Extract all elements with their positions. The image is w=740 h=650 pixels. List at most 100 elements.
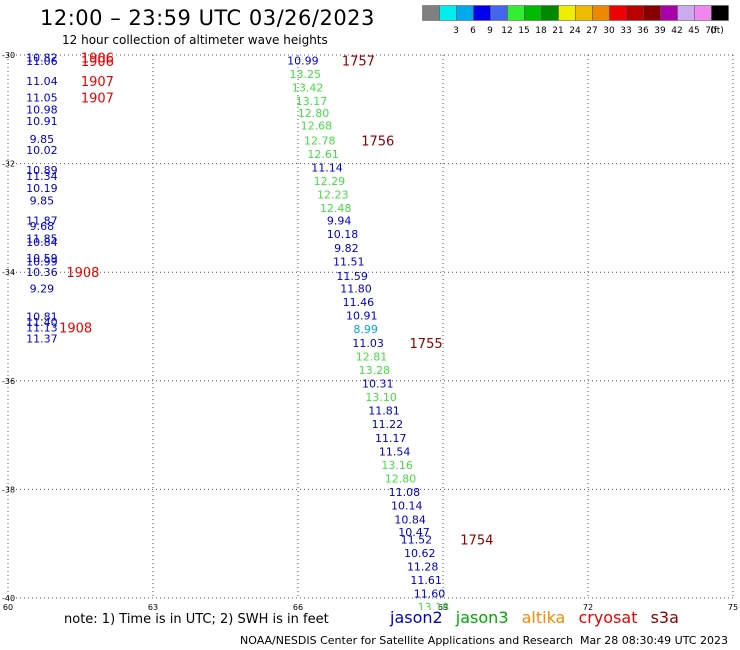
scale-tick-label: 9 [487, 26, 493, 35]
wave-height-point: 11.51 [333, 255, 365, 268]
altimeter-plot: 60 63 66 69 72 75 -30 -32 -34 -36 -38 -40 10.8211.06… [2, 51, 738, 610]
wave-height-point: 10.14 [391, 500, 423, 513]
wave-height-point: 10.98 [26, 103, 58, 116]
wave-height-point: 11.85 [26, 233, 58, 246]
pass-time-label: 1757 [342, 54, 375, 69]
wave-height-point: 12.61 [307, 148, 339, 161]
wave-height-point: 10.19 [26, 182, 58, 195]
y-tick-label: -40 [2, 594, 15, 603]
x-tick-label: 72 [583, 603, 593, 610]
y-tick-label: -30 [2, 51, 15, 60]
wave-height-point: 12.23 [317, 189, 349, 202]
pass-time-label: 1906 [81, 52, 114, 67]
pass-time-label: 1906 [81, 55, 114, 70]
wave-height-point: 11.59 [336, 270, 368, 283]
wave-height-point: 11.87 [26, 215, 58, 228]
pass-time-label: 1756 [361, 134, 394, 149]
wave-height-point: 10.31 [362, 378, 394, 391]
chart-subtitle: 12 hour collection of altimeter wave hei… [62, 33, 328, 47]
wave-height-point: 12.29 [314, 175, 346, 188]
wave-height-point: 9.94 [327, 215, 352, 228]
wave-height-point: 11.40 [26, 316, 58, 329]
chart-title: 12:00 – 23:59 UTC 03/26/2023 [40, 6, 375, 30]
pass-time-label: 1755 [410, 337, 443, 352]
scale-tick-label: 36 [637, 26, 649, 35]
scale-tick-label: 6 [470, 26, 476, 35]
wave-height-point: 11.13 [26, 322, 58, 335]
scale-tick-label: 15 [518, 26, 529, 35]
x-tick-label: 63 [148, 603, 158, 610]
wave-height-point: 10.18 [327, 228, 359, 241]
wave-height-point: 10.59 [26, 252, 58, 265]
wave-height-point: 10.81 [26, 311, 58, 324]
wave-height-point: 10.91 [346, 310, 378, 323]
wave-height-point: 11.06 [26, 55, 58, 68]
wave-height-point: 8.99 [353, 323, 378, 336]
footer-note: note: 1) Time is in UTC; 2) SWH is in fe… [64, 612, 329, 627]
scale-swatch [711, 5, 729, 21]
scale-tick-label: 39 [654, 26, 666, 35]
wave-height-point: 10.62 [404, 547, 436, 560]
wave-height-point: 13.18 [418, 601, 450, 610]
wave-height-point: 10.84 [26, 236, 58, 249]
x-tick-label: 75 [728, 603, 738, 610]
wave-height-point: 10.02 [26, 144, 58, 157]
wave-height-point: 11.22 [372, 418, 404, 431]
scale-tick-label: 27 [586, 26, 597, 35]
wave-height-point: 9.29 [30, 282, 55, 295]
wave-height-point: 11.08 [389, 486, 421, 499]
wave-height-point: 11.03 [352, 337, 384, 350]
scale-tick-label: 45 [688, 26, 699, 35]
wave-height-point: 11.60 [414, 588, 446, 601]
scale-tick-label: 3 [453, 26, 459, 35]
pass-time-label: 1754 [460, 533, 493, 548]
wave-height-point: 9.68 [30, 220, 55, 233]
wave-height-point: 12.80 [298, 107, 330, 120]
scale-tick-label: 24 [569, 26, 581, 35]
satellite-legend: jason2 jason3 altika cryosat s3a [390, 608, 687, 627]
scale-tick-label: 12 [501, 26, 512, 35]
scale-tick-label: 21 [552, 26, 563, 35]
wave-height-point: 11.04 [26, 75, 58, 88]
x-tick-label: 66 [293, 603, 303, 610]
pass-time-label: 1908 [59, 322, 92, 337]
legend-jason2: jason2 [390, 608, 443, 627]
scale-tick-label: 70 [705, 26, 717, 35]
wave-height-point: 10.99 [287, 54, 319, 67]
wave-height-point: 13.28 [359, 364, 391, 377]
wave-height-point: 11.14 [311, 161, 343, 174]
color-scale-bar: 3 6 9 12 15 18 21 24 27 30 33 36 39 42 45 70(ft) [422, 5, 729, 35]
pass-time-label: 1907 [81, 91, 114, 106]
x-tick-label: 60 [3, 603, 13, 610]
wave-height-point: 13.42 [292, 82, 324, 95]
wave-height-point: 11.28 [407, 561, 439, 574]
wave-height-point: 12.48 [320, 202, 352, 215]
legend-altika: altika [521, 608, 566, 627]
y-tick-label: -34 [2, 268, 15, 277]
wave-height-point: 11.61 [410, 574, 442, 587]
wave-height-point: 11.54 [379, 445, 411, 458]
wave-height-point: 10.91 [26, 115, 58, 128]
generation-timestamp: Mar 28 08:30:49 UTC 2023 [580, 634, 728, 647]
wave-height-point: 11.34 [26, 170, 58, 183]
y-tick-label: -36 [2, 377, 15, 386]
wave-height-point: 11.05 [26, 91, 58, 104]
y-tick-label: -38 [2, 485, 15, 494]
wave-height-point: 10.36 [26, 266, 58, 279]
wave-height-point: 11.37 [26, 332, 58, 345]
wave-height-point: 10.99 [26, 255, 58, 268]
y-tick-label: -32 [2, 160, 15, 169]
wave-height-point: 11.81 [368, 405, 400, 418]
legend-s3a: s3a [650, 608, 679, 627]
wave-height-point: 10.82 [26, 52, 58, 65]
wave-height-point: 13.10 [365, 391, 397, 404]
wave-height-point: 13.17 [296, 95, 328, 108]
wave-height-point: 10.84 [394, 513, 426, 526]
legend-jason3: jason3 [455, 608, 509, 627]
x-tick-label: 69 [438, 603, 448, 610]
wave-height-point: 13.16 [381, 459, 413, 472]
wave-height-point: 11.80 [340, 282, 372, 295]
wave-height-point: 11.46 [343, 296, 375, 309]
credit-text: NOAA/NESDIS Center for Satellite Applica… [240, 634, 574, 647]
wave-height-point: 10.47 [398, 526, 430, 539]
